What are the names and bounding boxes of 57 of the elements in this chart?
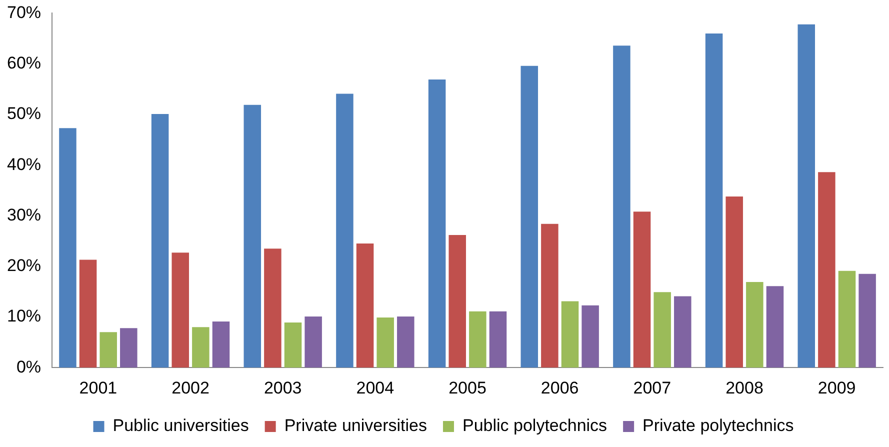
y-tick-label: 40%: [6, 154, 42, 174]
bar: [541, 224, 558, 368]
bar: [798, 24, 815, 368]
bar: [448, 234, 466, 368]
bar: [79, 260, 97, 368]
bar: [633, 212, 651, 368]
bar: [397, 316, 414, 368]
bar: [59, 128, 76, 368]
bar: [336, 94, 354, 368]
x-tick-label: 2007: [633, 378, 672, 398]
bar: [746, 282, 764, 368]
bar: [244, 104, 262, 368]
bar: [192, 327, 210, 368]
legend-label: Private polytechnics: [642, 416, 794, 436]
bar: [520, 66, 538, 368]
bar: [613, 46, 630, 368]
y-tick-label: 20%: [6, 256, 42, 276]
bar: [172, 252, 189, 368]
bar: [356, 244, 374, 368]
bar: [582, 305, 599, 368]
bar: [489, 311, 507, 368]
bar: [151, 114, 169, 368]
bar: [705, 33, 723, 368]
bar: [726, 196, 743, 368]
y-tick-label: 30%: [6, 205, 42, 224]
legend-label: Public polytechnics: [462, 416, 608, 436]
bar: [674, 296, 692, 368]
bar: [212, 322, 230, 368]
x-tick-label: 2005: [448, 378, 486, 398]
y-tick-label: 10%: [6, 306, 42, 326]
bar: [561, 301, 579, 368]
bar: [264, 248, 282, 368]
x-tick-label: 2002: [172, 378, 210, 398]
bar: [304, 316, 322, 368]
bar: [469, 311, 486, 368]
legend-label: Public universities: [112, 416, 249, 436]
bar: [120, 328, 138, 368]
x-tick-label: 2003: [264, 378, 302, 398]
bar: [766, 286, 784, 368]
bar: [428, 80, 446, 368]
y-tick-label: 60%: [6, 54, 42, 73]
bar: [284, 322, 302, 368]
bar: [838, 270, 856, 368]
x-tick-label: 2006: [540, 378, 579, 398]
bar: [818, 172, 836, 368]
x-tick-label: 2009: [818, 378, 856, 398]
y-tick-label: 70%: [6, 2, 42, 22]
y-tick-label: 0%: [16, 357, 42, 376]
x-tick-label: 2004: [356, 378, 394, 398]
bar: [858, 274, 876, 368]
y-tick-label: 50%: [6, 104, 42, 124]
bar: [100, 332, 117, 368]
bar: [654, 292, 671, 368]
bar: [376, 317, 394, 368]
x-tick-label: 2008: [726, 378, 764, 398]
x-tick-label: 2001: [79, 378, 118, 398]
legend-label: Private universities: [284, 416, 427, 436]
